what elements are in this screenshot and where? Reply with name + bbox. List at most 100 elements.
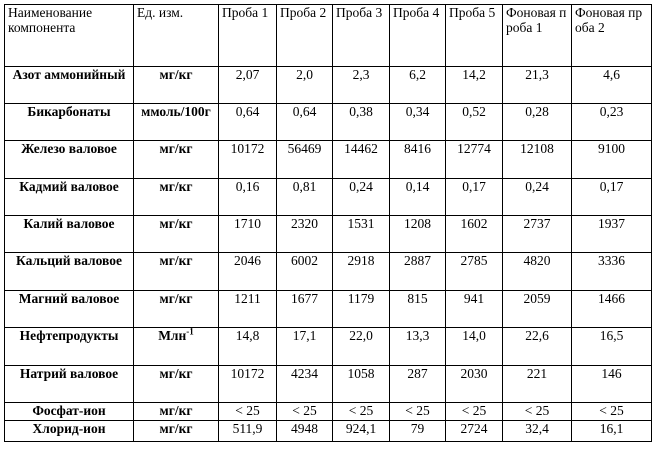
header-cell: Проба 3: [332, 4, 390, 67]
value-cell: 32,4: [502, 420, 572, 442]
value-cell: 4234: [276, 365, 333, 403]
component-name: Натрий валовое: [4, 365, 134, 403]
value-cell: 1937: [571, 215, 652, 253]
component-name: Железо валовое: [4, 140, 134, 179]
value-cell: 8416: [389, 140, 446, 179]
unit-cell: мг/кг: [133, 140, 219, 179]
value-cell: 1211: [218, 290, 277, 328]
value-cell: 1208: [389, 215, 446, 253]
table-row: Хлорид-ион мг/кг 511,9 4948 924,1 79 2724 32,4 1…: [4, 420, 652, 442]
value-cell: 0,17: [445, 178, 503, 216]
component-name: Фосфат-ион: [4, 402, 134, 421]
value-cell: 10172: [218, 365, 277, 403]
value-cell: 4,6: [571, 66, 652, 104]
value-cell: 815: [389, 290, 446, 328]
unit-cell: мг/кг: [133, 420, 219, 442]
value-cell: < 25: [332, 402, 390, 421]
value-cell: 2030: [445, 365, 503, 403]
value-cell: 13,3: [389, 327, 446, 366]
unit-cell: мг/кг: [133, 252, 219, 291]
value-cell: 3336: [571, 252, 652, 291]
value-cell: 0,81: [276, 178, 333, 216]
value-cell: 287: [389, 365, 446, 403]
value-cell: < 25: [276, 402, 333, 421]
value-cell: 4948: [276, 420, 333, 442]
header-cell: Наименование компонента: [4, 4, 134, 67]
header-cell: Проба 1: [218, 4, 277, 67]
value-cell: 2918: [332, 252, 390, 291]
value-cell: 16,5: [571, 327, 652, 366]
value-cell: 0,64: [218, 103, 277, 141]
table-row: Нефтепродукты Млн-1 14,8 17,1 22,0 13,3 14,0 22…: [4, 327, 652, 366]
value-cell: < 25: [571, 402, 652, 421]
value-cell: 56469: [276, 140, 333, 179]
value-cell: 924,1: [332, 420, 390, 442]
unit-cell: ммоль/100г: [133, 103, 219, 141]
value-cell: 1466: [571, 290, 652, 328]
component-name: Азот аммонийный: [4, 66, 134, 104]
header-cell: Проба 4: [389, 4, 446, 67]
value-cell: 14,8: [218, 327, 277, 366]
table-row: Кадмий валовое мг/кг 0,16 0,81 0,24 0,14 0,17 0…: [4, 178, 652, 216]
header-cell: Ед. изм.: [133, 4, 219, 67]
unit-text: Млн: [158, 328, 187, 344]
value-cell: 1179: [332, 290, 390, 328]
value-cell: 1531: [332, 215, 390, 253]
component-name: Бикарбонаты: [4, 103, 134, 141]
value-cell: 6,2: [389, 66, 446, 104]
table-row: Азот аммонийный мг/кг 2,07 2,0 2,3 6,2 14,2 21,…: [4, 66, 652, 104]
value-cell: 0,23: [571, 103, 652, 141]
value-cell: 511,9: [218, 420, 277, 442]
value-cell: 2,0: [276, 66, 333, 104]
table-body: Азот аммонийный мг/кг 2,07 2,0 2,3 6,2 14,2 21,…: [4, 66, 652, 442]
unit-cell: мг/кг: [133, 178, 219, 216]
unit-superscript: -1: [186, 327, 194, 337]
unit-cell: мг/кг: [133, 290, 219, 328]
value-cell: 12774: [445, 140, 503, 179]
value-cell: 2046: [218, 252, 277, 291]
unit-cell: Млн-1: [133, 327, 219, 366]
value-cell: 0,64: [276, 103, 333, 141]
value-cell: 1602: [445, 215, 503, 253]
value-cell: 14,2: [445, 66, 503, 104]
component-name: Кадмий валовое: [4, 178, 134, 216]
value-cell: 0,24: [332, 178, 390, 216]
table-header: Наименование компонента Ед. изм. Проба 1 Пр…: [4, 4, 652, 67]
value-cell: 12108: [502, 140, 572, 179]
value-cell: 9100: [571, 140, 652, 179]
table-row: Железо валовое мг/кг 10172 56469 14462 8416 12…: [4, 140, 652, 179]
component-name: Кальций валовое: [4, 252, 134, 291]
component-name: Калий валовое: [4, 215, 134, 253]
table-row: Бикарбонаты ммоль/100г 0,64 0,64 0,38 0,34 0,5…: [4, 103, 652, 141]
value-cell: 1058: [332, 365, 390, 403]
value-cell: 6002: [276, 252, 333, 291]
value-cell: < 25: [502, 402, 572, 421]
component-name: Нефтепродукты: [4, 327, 134, 366]
value-cell: 221: [502, 365, 572, 403]
value-cell: < 25: [389, 402, 446, 421]
table-row: Калий валовое мг/кг 1710 2320 1531 1208 1602 27…: [4, 215, 652, 253]
value-cell: 2737: [502, 215, 572, 253]
value-cell: 10172: [218, 140, 277, 179]
unit-cell: мг/кг: [133, 402, 219, 421]
table-row: Фосфат-ион мг/кг < 25 < 25 < 25 < 25 < 25 < 25 <…: [4, 402, 652, 421]
header-cell: Фоновая проба 1: [502, 4, 572, 67]
table-row: Кальций валовое мг/кг 2046 6002 2918 2887 2785…: [4, 252, 652, 291]
header-row: Наименование компонента Ед. изм. Проба 1 Пр…: [4, 4, 652, 67]
value-cell: 2,3: [332, 66, 390, 104]
header-cell: Проба 2: [276, 4, 333, 67]
table-row: Магний валовое мг/кг 1211 1677 1179 815 941 205…: [4, 290, 652, 328]
value-cell: 22,6: [502, 327, 572, 366]
value-cell: 2059: [502, 290, 572, 328]
value-cell: 2,07: [218, 66, 277, 104]
value-cell: 0,52: [445, 103, 503, 141]
value-cell: 2887: [389, 252, 446, 291]
value-cell: 0,28: [502, 103, 572, 141]
unit-cell: мг/кг: [133, 365, 219, 403]
value-cell: 17,1: [276, 327, 333, 366]
value-cell: 146: [571, 365, 652, 403]
value-cell: 2320: [276, 215, 333, 253]
header-cell: Проба 5: [445, 4, 503, 67]
unit-cell: мг/кг: [133, 66, 219, 104]
